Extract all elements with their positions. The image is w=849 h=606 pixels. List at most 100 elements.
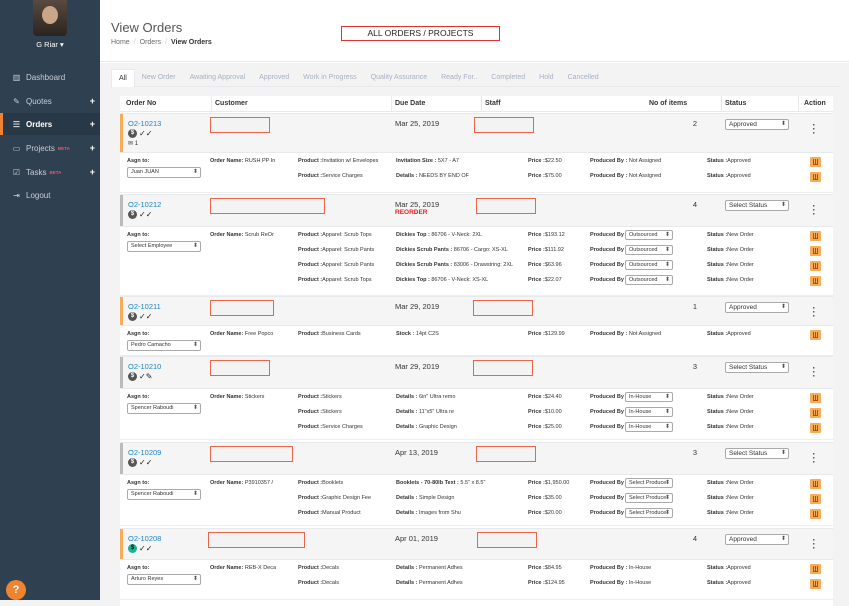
report-icon[interactable] (810, 246, 821, 256)
avatar[interactable] (33, 0, 67, 36)
assign-select[interactable]: Pedro Camacho (127, 340, 201, 351)
produced-by-select[interactable]: Outsourced (625, 245, 673, 255)
produced-by-select[interactable]: In-House (625, 407, 673, 417)
tab-new-order[interactable]: New Order (141, 74, 176, 81)
order-number-link[interactable]: O2-10209 (128, 448, 162, 457)
report-icon[interactable] (810, 393, 821, 403)
tab-quality-assurance[interactable]: Quality Assurance (370, 74, 428, 81)
order-status-select[interactable]: Approved (725, 119, 789, 130)
payment-icon[interactable]: $ (128, 458, 137, 467)
tab-cancelled[interactable]: Cancelled (567, 74, 599, 81)
payment-icon[interactable]: $ (128, 372, 137, 381)
sidebar-item-projects[interactable]: ▭ Projects BETA + (12, 143, 95, 153)
order-number-link[interactable]: O2-10212 (128, 200, 162, 209)
order-status-select[interactable]: Approved (725, 302, 789, 313)
produced-by-select[interactable]: Outsourced (625, 230, 673, 240)
more-actions-icon[interactable]: · · · (812, 363, 816, 381)
product-value: Booklets (322, 480, 344, 486)
edit-icon: ✎ (13, 96, 20, 106)
detail-value: 5X7 - A7 (437, 158, 459, 164)
tab-ready-for[interactable]: Ready For.. (441, 74, 478, 81)
order-status-select[interactable]: Select Status (725, 362, 789, 373)
order-status-select[interactable]: Approved (725, 534, 789, 545)
user-menu[interactable]: G Riar ▾ (0, 40, 100, 49)
report-icon[interactable] (810, 408, 821, 418)
report-icon[interactable] (810, 330, 821, 340)
report-icon[interactable] (810, 261, 821, 271)
report-icon[interactable] (810, 157, 821, 167)
more-actions-icon[interactable]: · · · (812, 535, 816, 553)
assign-select[interactable]: Arturo Reyes (127, 574, 201, 585)
produced-by-select[interactable]: In-House (625, 392, 673, 402)
customer-redacted (210, 446, 293, 462)
detail-label: Dickies Top : (396, 277, 430, 283)
assign-select[interactable]: Select Employee (127, 241, 201, 252)
sidebar-item-orders[interactable]: ☰ Orders + (0, 113, 100, 135)
report-icon[interactable] (810, 172, 821, 182)
produced-by-select[interactable]: In-House (625, 422, 673, 432)
report-icon[interactable] (810, 579, 821, 589)
report-icon[interactable] (810, 231, 821, 241)
produced-by-select[interactable]: Outsourced (625, 260, 673, 270)
price-label: Price : (528, 565, 545, 571)
produced-by-select[interactable]: Select Produce (625, 508, 673, 518)
produced-by-select[interactable]: Outsourced (625, 275, 673, 285)
more-actions-icon[interactable]: · · · (812, 303, 816, 321)
order-status-select[interactable]: Select Status (725, 448, 789, 459)
order-status-select[interactable]: Select Status (725, 200, 789, 211)
produced-by-select[interactable]: Select Produce (625, 493, 673, 503)
price-value: $1,950.00 (544, 480, 570, 486)
tab-awaiting-approval[interactable]: Awaiting Approval (189, 74, 246, 81)
assign-select[interactable]: Juan JUAN (127, 167, 201, 178)
order-number-link[interactable]: O2-10210 (128, 362, 162, 371)
payment-icon[interactable]: $ (128, 544, 137, 553)
tab-all[interactable]: All (111, 69, 135, 87)
help-button[interactable]: ? (6, 580, 26, 600)
produced-by-select[interactable]: Select Produce (625, 478, 673, 488)
assign-label: Asgn to: (127, 565, 150, 571)
report-icon[interactable] (810, 564, 821, 574)
status-label: Status : (707, 480, 728, 486)
tab-work-in-progress[interactable]: Work in Progress (303, 74, 357, 81)
report-icon[interactable] (810, 494, 821, 504)
order-number-link[interactable]: O2-10213 (128, 119, 162, 128)
line-price: Price :$24.40 (528, 394, 562, 400)
line-product: Product :Decals (298, 580, 339, 586)
report-icon[interactable] (810, 276, 821, 286)
payment-icon[interactable]: $ (128, 312, 137, 321)
order-number-link[interactable]: O2-10211 (128, 302, 161, 311)
payment-icon[interactable]: $ (128, 210, 137, 219)
more-actions-icon[interactable]: · · · (812, 449, 816, 467)
order-name-label: Order Name: (210, 331, 244, 337)
line-status: Status :New Order (707, 232, 754, 238)
sidebar-item-tasks[interactable]: ☑ Tasks BETA + (12, 167, 95, 177)
sidebar-item-logout[interactable]: ⇥ Logout (13, 190, 51, 200)
line-status: Status :New Order (707, 247, 754, 253)
detail-label: Dickies Scrub Pants : (396, 262, 453, 268)
tab-hold[interactable]: Hold (539, 74, 554, 81)
order-number-link[interactable]: O2-10208 (128, 534, 162, 543)
line-detail: Booklets - 70-80lb Text : 5.5" x 8.5" (396, 480, 485, 486)
line-produced: Produced By : (590, 510, 627, 516)
order-details: Asgn to: Juan JUAN Order Name: RUSH PP In P… (120, 153, 833, 193)
report-icon[interactable] (810, 509, 821, 519)
more-actions-icon[interactable]: · · · (812, 201, 816, 219)
assign-select[interactable]: Spencer Raboudi (127, 489, 201, 500)
row-indicator (120, 114, 123, 152)
price-value: $75.00 (544, 173, 562, 179)
assign-select[interactable]: Spencer Raboudi (127, 403, 201, 414)
sidebar-item-quotes[interactable]: ✎ Quotes + (13, 96, 95, 106)
more-actions-icon[interactable]: · · · (812, 120, 816, 138)
sidebar-item-dashboard[interactable]: ▥ Dashboard (12, 72, 66, 82)
report-icon[interactable] (810, 479, 821, 489)
detail-value: 11"x5" Ultra re (418, 409, 454, 415)
breadcrumb-orders[interactable]: Orders (139, 39, 162, 46)
payment-icon[interactable]: $ (128, 129, 137, 138)
tab-approved[interactable]: Approved (259, 74, 290, 81)
breadcrumb-home[interactable]: Home (111, 39, 130, 46)
product-value: Decals (322, 565, 339, 571)
report-icon[interactable] (810, 423, 821, 433)
detail-value: Permanent Adhes (418, 580, 463, 586)
tab-completed[interactable]: Completed (491, 74, 526, 81)
line-detail: Dickies Top : 86706 - V-Neck: 2XL (396, 232, 482, 238)
